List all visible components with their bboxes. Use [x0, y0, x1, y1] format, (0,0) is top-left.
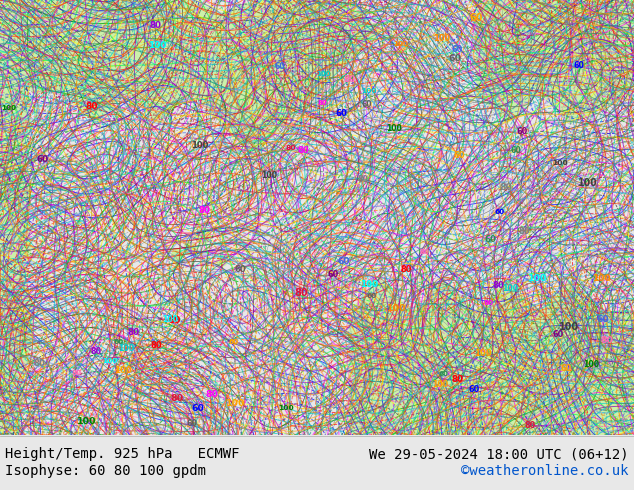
Text: 100: 100	[432, 380, 449, 389]
Text: 80: 80	[150, 22, 162, 30]
Text: 100: 100	[261, 171, 278, 179]
Text: 100: 100	[118, 344, 134, 353]
Text: 100: 100	[578, 178, 598, 189]
Text: 80: 80	[499, 183, 512, 192]
Text: 80: 80	[34, 359, 46, 368]
Circle shape	[184, 243, 197, 255]
Text: 80: 80	[150, 341, 162, 350]
Polygon shape	[476, 0, 634, 124]
Text: Height/Temp. 925 hPa   ECMWF: Height/Temp. 925 hPa ECMWF	[5, 447, 240, 461]
Text: 60: 60	[338, 257, 350, 266]
Text: 80: 80	[72, 370, 82, 376]
Text: 100: 100	[361, 88, 377, 94]
Text: 60: 60	[449, 54, 462, 63]
Text: 80: 80	[420, 249, 430, 255]
Text: 80: 80	[91, 346, 101, 356]
Text: 60: 60	[561, 364, 572, 373]
Text: 80: 80	[401, 265, 412, 274]
Text: 60: 60	[439, 371, 449, 377]
Text: 60: 60	[553, 330, 564, 339]
Text: 80: 80	[524, 421, 535, 430]
Polygon shape	[349, 280, 634, 435]
Text: 100: 100	[528, 274, 548, 283]
Text: 80: 80	[358, 174, 368, 184]
Text: 100: 100	[191, 142, 209, 150]
Text: 60: 60	[454, 150, 465, 160]
Circle shape	[172, 249, 183, 261]
Text: 80: 80	[451, 375, 463, 384]
Text: 60: 60	[574, 61, 585, 71]
Text: 100: 100	[559, 322, 579, 332]
Text: 100: 100	[386, 123, 402, 133]
Text: 100: 100	[162, 315, 178, 324]
Text: 60: 60	[469, 13, 482, 23]
Text: 80: 80	[169, 316, 181, 325]
Text: 60: 60	[469, 385, 480, 394]
Text: 100: 100	[278, 405, 294, 412]
Text: 80: 80	[297, 146, 309, 154]
Text: 100: 100	[316, 71, 331, 77]
Text: 100: 100	[432, 34, 450, 43]
Text: 60: 60	[597, 315, 609, 324]
Text: 100: 100	[474, 349, 492, 358]
Text: 100: 100	[502, 284, 519, 293]
Text: 80: 80	[127, 328, 139, 337]
Text: 60: 60	[366, 293, 377, 298]
Text: 60: 60	[517, 127, 527, 136]
Text: 60: 60	[229, 339, 239, 345]
Text: 80: 80	[294, 289, 308, 298]
Circle shape	[195, 229, 210, 244]
Text: 100: 100	[393, 41, 408, 47]
Text: 80: 80	[483, 300, 493, 306]
Text: 80: 80	[492, 281, 504, 291]
Text: 60: 60	[451, 45, 462, 53]
Text: 100: 100	[360, 280, 378, 289]
Text: 80: 80	[198, 206, 210, 216]
Text: 100: 100	[77, 417, 96, 426]
Text: 80: 80	[318, 100, 327, 106]
Text: 100: 100	[387, 304, 406, 313]
Polygon shape	[22, 0, 380, 155]
Text: 80: 80	[205, 390, 218, 399]
Circle shape	[217, 256, 227, 266]
Text: 80: 80	[171, 394, 183, 403]
Text: 60: 60	[275, 62, 285, 71]
Text: 60: 60	[495, 209, 505, 215]
Text: ©weatheronline.co.uk: ©weatheronline.co.uk	[462, 464, 629, 478]
Text: 60: 60	[187, 419, 198, 428]
Text: 80: 80	[85, 102, 98, 111]
Polygon shape	[304, 255, 311, 261]
Text: 60: 60	[362, 100, 372, 109]
Text: 60: 60	[485, 235, 496, 244]
Text: 80: 80	[519, 227, 531, 236]
Text: 80: 80	[564, 20, 574, 25]
Text: 80: 80	[343, 75, 355, 84]
Text: 100: 100	[2, 105, 16, 111]
Text: 100: 100	[583, 360, 599, 369]
Text: 60: 60	[235, 266, 246, 274]
Text: 100: 100	[226, 399, 245, 408]
Polygon shape	[0, 0, 35, 435]
Text: 60: 60	[191, 404, 204, 414]
Text: 100: 100	[114, 366, 132, 375]
Text: 60: 60	[511, 146, 522, 155]
Text: 80: 80	[285, 145, 295, 151]
Text: 100: 100	[102, 358, 117, 364]
Text: 80: 80	[600, 336, 613, 345]
Text: 60: 60	[335, 109, 347, 118]
Text: 60: 60	[327, 270, 339, 279]
Text: 100: 100	[592, 274, 611, 283]
Text: We 29-05-2024 18:00 UTC (06+12): We 29-05-2024 18:00 UTC (06+12)	[369, 447, 629, 461]
Text: 60: 60	[113, 339, 124, 344]
Text: 60: 60	[37, 155, 49, 164]
Text: 100: 100	[148, 41, 166, 50]
Text: 100: 100	[552, 160, 568, 167]
Text: Isophyse: 60 80 100 gpdm: Isophyse: 60 80 100 gpdm	[5, 464, 206, 478]
